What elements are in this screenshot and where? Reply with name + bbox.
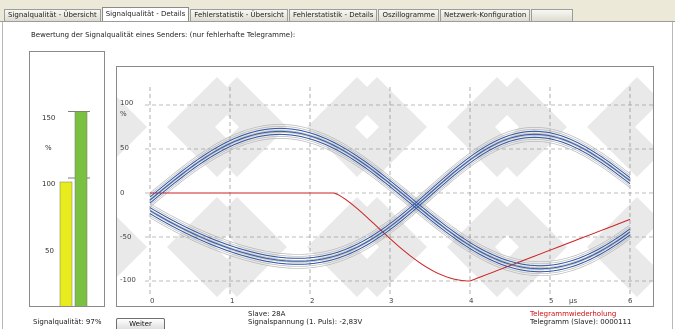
y-tick-label: 100: [120, 99, 133, 107]
telegram-repetition: Telegrammwiederholung: [530, 310, 617, 318]
trace-gray: [149, 126, 631, 265]
x-tick-label: 5: [549, 297, 553, 305]
trace-gray: [149, 128, 631, 257]
trace-blue: [149, 133, 631, 262]
oscillogram-chart: 100 % 50 0 -50 -100 0 1 2 3 4 5 µs 6: [116, 66, 654, 307]
tab-fehlerstatistik-details[interactable]: Fehlerstatistik - Details: [288, 9, 378, 21]
signal-quality-readout: Signalqualität: 97%: [33, 318, 102, 326]
y-tick-label: -100: [120, 276, 136, 284]
slave-address: Slave: 28A: [248, 310, 286, 318]
tab-strip-filler: [531, 9, 574, 21]
x-tick-label: 1: [230, 297, 234, 305]
watermark-chevron: [213, 197, 287, 297]
tab-oszillogramme[interactable]: Oszillogramme: [378, 9, 439, 21]
oscillogram-svg: 100 % 50 0 -50 -100 0 1 2 3 4 5 µs 6: [117, 77, 653, 305]
trace-gray: [149, 126, 631, 255]
watermark-chevron: [587, 77, 653, 177]
tab-signalqualitaet-uebersicht[interactable]: Signalqualität - Übersicht: [4, 9, 101, 21]
signal-quality-gauge: 150 % 100 50 0: [29, 51, 105, 321]
signal-voltage: Signalspannung (1. Puls): -2,83V: [248, 318, 363, 326]
x-tick-label: 4: [469, 297, 474, 305]
watermark-chevron: [213, 77, 287, 177]
trace-blue: [149, 130, 631, 259]
tab-fehlerstatistik-uebersicht[interactable]: Fehlerstatistik - Übersicht: [190, 9, 288, 21]
y-tick-label: %: [120, 110, 127, 118]
watermark-chevron: [353, 77, 427, 177]
trace-gray: [149, 138, 631, 277]
trace-blue: [149, 130, 631, 270]
trace-red: [150, 192, 631, 282]
details-panel: Bewertung der Signalqualität eines Sende…: [2, 22, 673, 329]
trace-gray: [149, 138, 631, 267]
watermark-chevron: [117, 97, 147, 157]
trace-blue: [149, 133, 631, 273]
watermark-chevron: [117, 217, 147, 277]
gauge-tick-label: 150: [42, 114, 55, 122]
y-tick-label: 0: [120, 189, 124, 197]
watermark-chevron: [493, 77, 567, 177]
tab-strip: Signalqualität - Übersicht Signalqualitä…: [4, 7, 574, 22]
trace-gray: [149, 132, 631, 271]
tab-signalqualitaet-details[interactable]: Signalqualität - Details: [101, 7, 190, 21]
trace-gray: [149, 130, 631, 269]
x-tick-label: 3: [389, 297, 393, 305]
telegram-slave: Telegramm (Slave): 0000111: [530, 318, 632, 326]
y-tick-label: 50: [120, 144, 129, 152]
x-tick-label: 0: [150, 297, 154, 305]
gauge-tick-label: %: [45, 144, 52, 152]
signal-quality-gauge-svg: 150 % 100 50 0: [42, 111, 90, 321]
x-tick-label: 2: [310, 297, 314, 305]
tab-netzwerk-konfiguration[interactable]: Netzwerk-Konfiguration: [439, 9, 531, 21]
x-tick-label: 6: [628, 297, 633, 305]
next-button[interactable]: Weiter: [116, 318, 165, 329]
trace-gray: [149, 124, 631, 263]
x-unit-label: µs: [569, 297, 577, 305]
trace-gray: [149, 134, 631, 263]
y-tick-label: -50: [120, 233, 131, 241]
trace-blue: [149, 127, 631, 267]
trace-gray: [149, 136, 631, 275]
gauge-bar: [59, 181, 73, 312]
slave-info: Slave: 28A Signalspannung (1. Puls): -2,…: [248, 310, 362, 326]
trace-gray: [149, 132, 631, 261]
gauge-tick-label: 50: [45, 247, 54, 255]
gauge-tick-label: 100: [42, 180, 55, 188]
watermark-chevron: [493, 197, 567, 297]
telegram-info: Telegrammwiederholung Telegramm (Slave):…: [530, 310, 631, 326]
tab-bar: Signalqualität - Übersicht Signalqualitä…: [0, 0, 675, 22]
trace-blue: [149, 136, 631, 265]
trace-gray: [149, 140, 631, 269]
watermark-chevron: [587, 197, 653, 297]
gauge-bar: [74, 111, 88, 312]
page-title: Bewertung der Signalqualität eines Sende…: [31, 31, 296, 39]
